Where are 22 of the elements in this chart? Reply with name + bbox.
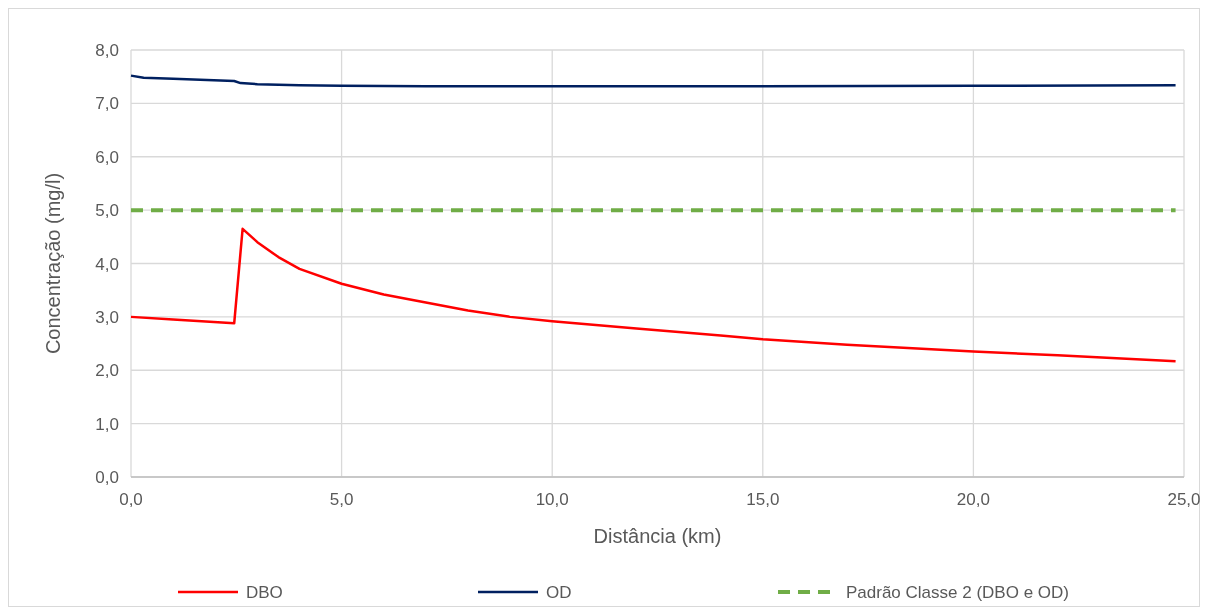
y-tick-label: 7,0 [95,94,119,114]
y-tick-label: 6,0 [95,147,119,167]
line-series [129,74,1177,88]
y-tick-label: 2,0 [95,361,119,381]
y-axis-title: Concentração (mg/l) [42,172,64,355]
legend-label: OD [546,583,572,602]
x-axis-title: Distância (km) [593,525,722,547]
line-series [129,227,1177,363]
y-tick-label: 3,0 [95,307,119,327]
x-tick-label: 20,0 [956,490,990,509]
x-tick-label: 10,0 [535,490,569,509]
y-tick-label: 8,0 [95,41,119,60]
x-tick-label: 5,0 [329,490,354,509]
y-tick-label: 5,0 [95,201,119,221]
y-tick-label: 0,0 [95,468,119,487]
y-tick-label: 4,0 [95,254,119,274]
x-tick-label: 15,0 [746,490,780,509]
x-tick-label: 0,0 [119,490,143,509]
legend-label: DBO [246,583,283,602]
y-tick-label: 1,0 [95,414,119,434]
x-tick-label: 25,0 [1167,490,1201,509]
legend-label: Padrão Classe 2 (DBO e OD) [846,583,1069,602]
